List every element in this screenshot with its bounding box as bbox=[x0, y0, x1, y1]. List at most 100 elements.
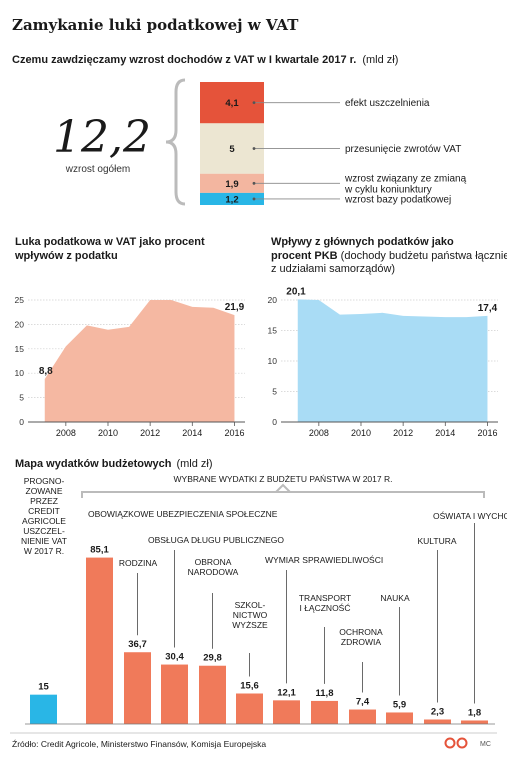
y-tick-label: 5 bbox=[19, 393, 24, 403]
area-series bbox=[44, 300, 235, 422]
y-tick-label: 20 bbox=[15, 319, 25, 329]
stack-value-label: 1,2 bbox=[225, 194, 238, 205]
y-tick-label: 25 bbox=[15, 295, 25, 305]
bar-category-label: OBOWIĄZKOWE UBEZPIECZENIA SPOŁECZNE bbox=[88, 509, 278, 519]
bar-category-label: TRANSPORT bbox=[299, 593, 351, 603]
expenditure-bar bbox=[86, 557, 113, 724]
total-value: 12,2 bbox=[53, 112, 151, 163]
stack-value-label: 5 bbox=[229, 144, 235, 155]
bar-category-label: KULTURA bbox=[417, 536, 456, 546]
bar-category-label: WYMIAR SPRAWIEDLIWOŚCI bbox=[265, 554, 383, 565]
section2-heading-line1: Luka podatkowa w VAT jako procent bbox=[15, 236, 205, 248]
expenditure-bar bbox=[424, 719, 451, 724]
y-tick-label: 15 bbox=[268, 326, 278, 336]
x-tick-label: 2012 bbox=[393, 428, 413, 438]
bar-value-label: 11,8 bbox=[316, 688, 334, 699]
logo-circle-right bbox=[456, 737, 468, 749]
expenditure-bar bbox=[124, 652, 151, 724]
data-point-label: 8,8 bbox=[39, 366, 53, 377]
bracket-tip bbox=[275, 483, 291, 493]
bar-value-label: 15,6 bbox=[240, 680, 259, 691]
total-label: wzrost ogółem bbox=[65, 164, 130, 175]
vat-gap-area-chart: 0 5 10 15 20 25 2008 2010 2012 2014 2016 8,8 21,9 bbox=[15, 295, 245, 438]
bar-category-label: OBSŁUGA DŁUGU PUBLICZNEGO bbox=[148, 535, 284, 545]
expenditure-bar bbox=[349, 709, 376, 724]
bar-value-label: 1,8 bbox=[468, 707, 481, 718]
vat-forecast-note: PROGNO-ZOWANEPRZEZCREDITAGRICOLEUSZCZEL-… bbox=[21, 476, 67, 556]
section3-heading-line1: Wpływy z głównych podatków jako bbox=[271, 236, 454, 248]
bar-category-label: OBRONA bbox=[195, 557, 232, 567]
y-tick-label: 0 bbox=[19, 417, 24, 427]
data-point-label: 17,4 bbox=[478, 303, 498, 314]
section3-heading-line2: procent PKB (dochody budżetu państwa łąc… bbox=[271, 250, 507, 262]
section1-heading: Czemu zawdzięczamy wzrost dochodów z VAT… bbox=[12, 54, 398, 66]
bar-value-label: 7,4 bbox=[356, 697, 370, 708]
section3-heading-line3: z udziałami samorządów) bbox=[271, 263, 395, 275]
bar-value-label: 29,8 bbox=[203, 653, 222, 664]
section3-heading-bold: procent PKB bbox=[271, 250, 338, 262]
x-tick-label: 2012 bbox=[140, 428, 160, 438]
logo-circle-left bbox=[444, 737, 456, 749]
section1-heading-text: Czemu zawdzięczamy wzrost dochodów z VAT… bbox=[12, 54, 356, 66]
stacked-bar: 4,1 efekt uszczelnienia 5 przesunięcie zwro… bbox=[200, 82, 467, 205]
note-line: PROGNO- bbox=[24, 476, 65, 486]
bar-value-label: 2,3 bbox=[431, 707, 444, 718]
stack-value-label: 1,9 bbox=[225, 179, 238, 190]
data-point-label: 21,9 bbox=[225, 302, 245, 313]
expenditure-bar-chart: 15 85,1 OBOWIĄZKOWE UBEZPIECZENIA SPOŁECZN… bbox=[25, 509, 507, 725]
stack-category-label: przesunięcie zwrotów VAT bbox=[345, 144, 461, 155]
area-series bbox=[297, 299, 488, 422]
expenditure-bar bbox=[161, 664, 188, 724]
bar-category-label: RODZINA bbox=[119, 558, 158, 568]
bar-value-label: 15 bbox=[38, 682, 49, 693]
bracket-label: WYBRANE WYDATKI Z BUDŻETU PAŃSTWA W 2017… bbox=[174, 474, 393, 484]
section1-unit: (mld zł) bbox=[362, 54, 398, 66]
expenditure-bar bbox=[199, 665, 226, 724]
note-line: ZOWANE bbox=[26, 486, 63, 496]
y-tick-label: 10 bbox=[15, 368, 25, 378]
bar-category-label: ZDROWIA bbox=[341, 637, 381, 647]
bar-category-label: NARODOWA bbox=[188, 567, 239, 577]
section2-heading-line2: wpływów z podatku bbox=[14, 250, 118, 262]
y-tick-label: 15 bbox=[15, 344, 25, 354]
note-line: CREDIT bbox=[28, 506, 60, 516]
bar-category-label: OCHRONA bbox=[339, 627, 383, 637]
bar-category-label: SZKOL- bbox=[235, 600, 266, 610]
x-tick-label: 2008 bbox=[56, 428, 76, 438]
expenditure-bar bbox=[461, 720, 488, 724]
stack-leader-dot bbox=[252, 101, 256, 105]
note-line: PRZEZ bbox=[30, 496, 58, 506]
page-title: Zamykanie luki podatkowej w VAT bbox=[12, 16, 299, 34]
bar-value-label: 12,1 bbox=[277, 687, 296, 698]
stack-category-label: wzrost bazy podatkowej bbox=[344, 194, 451, 205]
stack-leader-dot bbox=[252, 181, 256, 185]
stack-category-label: w cyklu koniunktury bbox=[344, 184, 432, 195]
tax-revenue-area-chart: 0 5 10 15 20 2008 2010 2012 2014 2016 20,1 17,4 bbox=[268, 286, 498, 438]
x-tick-label: 2010 bbox=[98, 428, 118, 438]
section4-heading: Mapa wydatków budżetowych (mld zł) bbox=[15, 458, 213, 470]
stack-segment bbox=[200, 192, 264, 205]
x-tick-label: 2008 bbox=[309, 428, 329, 438]
stack-leader-dot bbox=[252, 147, 256, 150]
stack-value-label: 4,1 bbox=[225, 98, 239, 109]
data-point-label: 20,1 bbox=[286, 286, 306, 297]
stack-leader-dot bbox=[252, 197, 256, 201]
bar-value-label: 5,9 bbox=[393, 699, 406, 710]
stack-category-label: wzrost związany ze zmianą bbox=[344, 173, 467, 184]
bar-value-label: 30,4 bbox=[165, 652, 184, 663]
note-line: W 2017 R. bbox=[24, 546, 64, 556]
section4-heading-text: Mapa wydatków budżetowych bbox=[15, 458, 172, 470]
expenditure-bar bbox=[386, 712, 413, 724]
section3-heading-rest: (dochody budżetu państwa łącznie bbox=[338, 250, 507, 262]
stack-category-label: efekt uszczelnienia bbox=[345, 98, 430, 109]
curly-brace bbox=[165, 78, 186, 206]
source-note: Źródło: Credit Agricole, Ministerstwo Fi… bbox=[12, 739, 266, 749]
note-line: NIENIE VAT bbox=[21, 536, 67, 546]
x-tick-label: 2016 bbox=[477, 428, 497, 438]
x-tick-label: 2016 bbox=[224, 428, 244, 438]
expenditure-bar bbox=[273, 700, 300, 724]
stack-segment bbox=[200, 173, 264, 193]
note-line: AGRICOLE bbox=[22, 516, 66, 526]
section4-unit: (mld zł) bbox=[176, 458, 212, 470]
